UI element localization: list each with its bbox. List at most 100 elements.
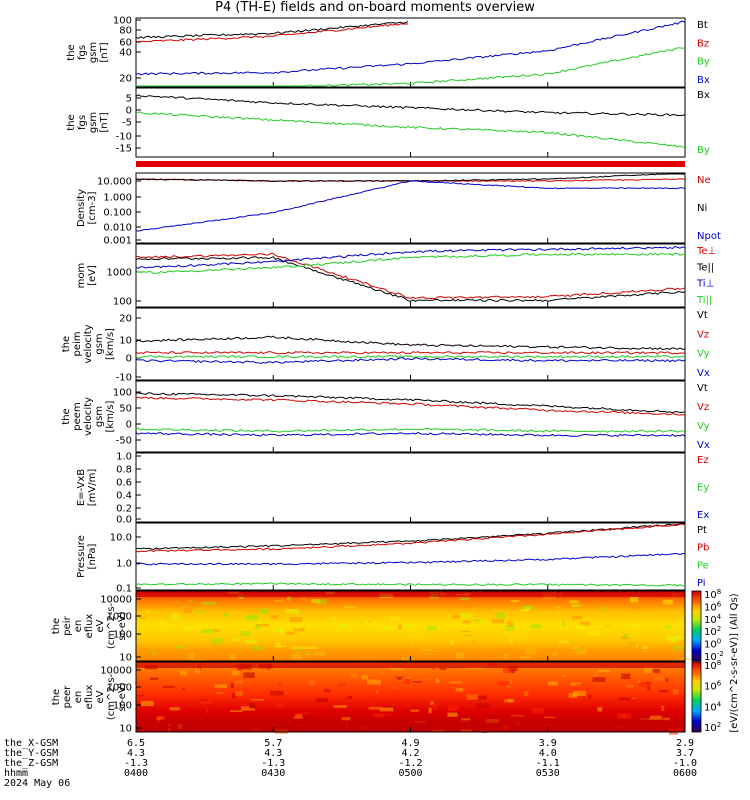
- colorbar-tick-label: 104: [704, 613, 722, 626]
- spectrogram-cell: [214, 629, 221, 633]
- spectrogram-cell: [304, 646, 318, 650]
- panel-frame: [135, 380, 686, 453]
- y-tick-label: 5: [126, 94, 132, 105]
- panel-frame: [135, 243, 686, 308]
- spectrogram-cell: [459, 597, 470, 601]
- spectrogram-cell: [256, 623, 270, 627]
- y-tick-label: 1.0: [116, 559, 132, 570]
- footer-row-value: 4.3: [127, 748, 145, 759]
- y-axis-label: [mV/m]: [87, 469, 98, 507]
- spectrogram-cell: [490, 714, 500, 719]
- series-line-te||: [135, 256, 686, 302]
- spectrogram-cell: [600, 606, 605, 611]
- spectrogram-cell: [597, 707, 603, 712]
- y-axis-label: (cm^2-s-: [106, 602, 117, 649]
- y-axis-label: the: [61, 408, 72, 424]
- spectrogram-cell: [492, 618, 504, 624]
- footer-row-value: 0530: [536, 768, 560, 779]
- spectrogram-cell: [473, 619, 487, 622]
- spectrogram-cell: [269, 690, 284, 696]
- spectrogram-cell: [542, 597, 552, 601]
- legend-entry: Bt: [697, 20, 708, 31]
- spectrogram-cell: [630, 596, 639, 603]
- legend-entry: Vz: [697, 402, 709, 413]
- footer-row-value: 4.3: [264, 748, 282, 759]
- spectrogram-cell: [661, 705, 665, 711]
- y-axis-label: gsm: [94, 406, 105, 427]
- spectrogram-cell: [506, 684, 511, 688]
- y-tick-label: -10: [116, 373, 132, 384]
- spectrogram-cell: [176, 645, 184, 649]
- spectrogram-cell: [631, 697, 637, 699]
- spectrogram-cell: [504, 625, 515, 631]
- spectrogram-cell: [644, 667, 654, 673]
- colorbar-tick-label: 108: [704, 659, 721, 672]
- footer-row-value: -1.2: [398, 758, 422, 769]
- y-tick-label: 1.0: [116, 452, 132, 463]
- spectrogram-cell: [376, 689, 379, 694]
- spectrogram-cell: [210, 638, 224, 644]
- panel-frame: [135, 452, 686, 523]
- series-line-te⊥: [135, 252, 686, 300]
- spectrogram-cell: [432, 668, 436, 670]
- spectrogram-cell: [662, 717, 670, 721]
- panel-frame: [135, 17, 686, 88]
- spectrogram-cell: [626, 684, 634, 688]
- y-tick-label: -15: [116, 144, 132, 155]
- legend-entry: Npot: [697, 231, 721, 242]
- spectrogram-cell: [254, 624, 260, 630]
- footer-row-value: 0430: [261, 768, 285, 779]
- series-line-ti||: [135, 252, 686, 275]
- spectrogram-cell: [155, 716, 160, 721]
- spectrogram-cell: [460, 630, 471, 633]
- legend-entry: Vx: [697, 440, 710, 451]
- spectrogram-cell: [248, 615, 259, 621]
- spectrogram-band: [136, 662, 685, 668]
- colorbar-tick-label: 102: [704, 721, 721, 734]
- y-axis-label: the: [61, 336, 72, 352]
- y-axis-label: Density: [76, 189, 87, 227]
- spectrogram-cell: [479, 618, 488, 624]
- spectrogram-cell: [275, 645, 287, 647]
- spectrogram-cell: [297, 712, 310, 714]
- spectrogram-cell: [511, 715, 524, 717]
- series-line-pb: [135, 523, 686, 553]
- y-tick-label: 1000: [107, 268, 132, 279]
- y-axis-label: [cm-3]: [87, 191, 98, 224]
- spectrogram-cell: [430, 701, 434, 706]
- footer-row-value: -1.3: [261, 758, 285, 769]
- y-tick-label: 10000: [100, 595, 132, 606]
- spectrogram-cell: [234, 691, 243, 696]
- legend-entry: Ni: [697, 203, 707, 214]
- y-tick-label: 50: [119, 404, 132, 415]
- spectrogram-cell: [347, 695, 352, 700]
- spectrogram-cell: [395, 676, 407, 678]
- spectrogram-cell: [578, 624, 586, 630]
- spectrogram-cell: [662, 599, 673, 605]
- legend-entry: Bx: [697, 75, 710, 86]
- spectrogram-cell: [439, 667, 447, 670]
- spectrogram-cell: [577, 604, 581, 607]
- spectrogram-cell: [205, 708, 209, 714]
- spectrogram-cell: [150, 677, 159, 680]
- y-tick-label: 100: [113, 701, 132, 712]
- spectrogram-cell: [672, 689, 679, 695]
- y-tick-label: 20: [119, 74, 132, 85]
- spectrogram-cell: [498, 681, 510, 686]
- spectrogram-cell: [179, 670, 187, 676]
- spectrogram-cell: [249, 703, 256, 708]
- legend-entry: Vz: [697, 329, 709, 340]
- y-axis-label: peir: [62, 615, 73, 635]
- spectrogram-cell: [592, 677, 606, 683]
- spectrogram-cell: [142, 666, 146, 671]
- spectrogram-cell: [331, 617, 337, 621]
- spectrogram-cell: [665, 678, 669, 682]
- panel-peer_eflux: 10000 1000 100 10 the peer en eflux eV (cm^2-s-sr…: [51, 661, 686, 735]
- spectrogram-cell: [508, 666, 518, 672]
- spectrogram-cell: [147, 670, 152, 672]
- spectrogram-cell: [293, 627, 305, 632]
- spectrogram-cell: [275, 703, 285, 707]
- colorbar-tick-label: 106: [704, 680, 722, 693]
- colorbar-tick-label: 108: [704, 588, 721, 601]
- spectrogram-cell: [140, 700, 154, 707]
